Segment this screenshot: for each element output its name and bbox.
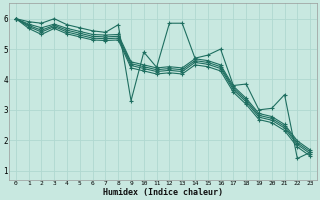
X-axis label: Humidex (Indice chaleur): Humidex (Indice chaleur)	[103, 188, 223, 197]
